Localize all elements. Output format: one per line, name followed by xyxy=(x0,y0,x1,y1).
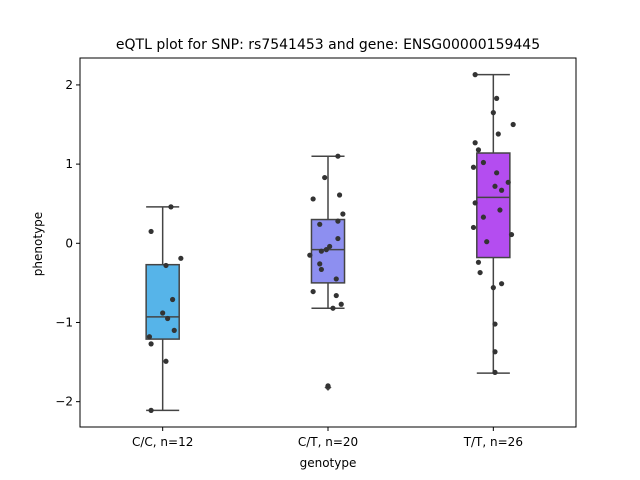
x-tick-label: C/T, n=20 xyxy=(298,435,358,449)
data-point xyxy=(327,243,333,250)
data-point xyxy=(178,255,184,261)
data-point xyxy=(494,170,500,176)
data-point xyxy=(310,196,316,202)
data-point xyxy=(499,281,505,287)
data-point xyxy=(492,183,498,189)
data-point xyxy=(490,285,496,291)
data-point xyxy=(480,159,487,166)
data-point xyxy=(165,315,171,322)
data-point xyxy=(492,349,498,355)
data-point xyxy=(317,221,323,227)
data-point xyxy=(330,305,336,311)
data-point xyxy=(470,224,477,231)
data-point xyxy=(148,341,154,347)
data-point xyxy=(168,204,174,210)
chart-title: eQTL plot for SNP: rs7541453 and gene: E… xyxy=(116,37,540,53)
data-point xyxy=(148,228,154,235)
data-point xyxy=(494,95,500,101)
data-point xyxy=(505,179,511,185)
data-point xyxy=(499,187,505,193)
box-iqr xyxy=(145,263,180,340)
y-tick-label: 0 xyxy=(65,236,73,250)
data-point xyxy=(490,110,496,116)
box-group xyxy=(310,155,346,391)
plot-frame xyxy=(79,57,577,428)
y-tick-label: −1 xyxy=(55,315,73,329)
data-point xyxy=(171,327,177,333)
data-point xyxy=(510,121,516,128)
data-point xyxy=(148,407,154,413)
y-axis-label: phenotype xyxy=(31,212,45,276)
box-iqr xyxy=(476,152,511,259)
box-group xyxy=(476,73,511,374)
x-tick-label: T/T, n=26 xyxy=(463,435,523,449)
data-point xyxy=(146,334,153,340)
data-point xyxy=(335,235,341,242)
data-point xyxy=(160,310,166,316)
data-point xyxy=(475,147,482,153)
data-point xyxy=(318,266,324,273)
data-point xyxy=(472,200,478,206)
data-point xyxy=(322,174,328,181)
data-point xyxy=(475,259,482,265)
data-point xyxy=(338,301,344,307)
plot-area: −2 −1 0 1 2 C/C, n=12 C/T, n=20 T/T, n=26 xyxy=(55,57,577,449)
data-point xyxy=(333,276,339,282)
data-point xyxy=(169,296,176,303)
data-point xyxy=(323,247,329,253)
data-point xyxy=(508,231,515,238)
data-point xyxy=(335,218,341,224)
data-point xyxy=(163,262,169,269)
x-tick-label: C/C, n=12 xyxy=(132,435,193,449)
data-point xyxy=(492,369,498,375)
data-point xyxy=(497,207,503,213)
data-point xyxy=(163,358,169,364)
y-tick-label: 2 xyxy=(65,78,73,92)
data-point xyxy=(317,261,323,267)
data-point xyxy=(470,164,477,170)
data-point xyxy=(492,321,498,327)
data-point xyxy=(340,211,346,217)
y-tick-label: 1 xyxy=(65,157,73,171)
data-point xyxy=(307,252,313,258)
data-point xyxy=(318,248,324,254)
data-point xyxy=(495,131,501,137)
data-point xyxy=(480,214,487,220)
data-point xyxy=(477,269,483,276)
x-axis-label: genotype xyxy=(300,456,357,470)
data-point xyxy=(333,292,339,299)
data-point xyxy=(472,72,478,78)
data-point xyxy=(325,383,331,389)
data-point xyxy=(310,288,316,295)
box-group xyxy=(145,206,180,412)
data-point xyxy=(484,239,490,245)
data-point xyxy=(472,140,478,146)
data-point xyxy=(336,192,343,198)
data-point xyxy=(335,153,341,159)
y-tick-label: −2 xyxy=(55,395,73,409)
